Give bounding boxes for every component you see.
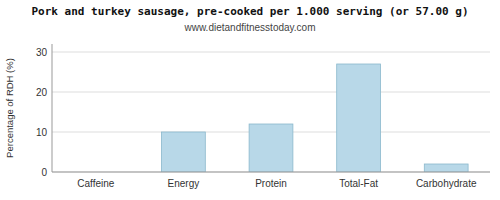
bar <box>337 64 381 172</box>
y-axis: 0 10 20 30 <box>36 47 490 178</box>
title: Pork and turkey sausage, pre-cooked per … <box>31 5 468 18</box>
x-tick-label: Total-Fat <box>339 178 378 189</box>
x-axis: Caffeine Energy Protein Total-Fat Carbohydra… <box>77 178 477 189</box>
bar <box>162 132 206 172</box>
bars <box>162 64 469 172</box>
subtitle: www.dietandfitnesstoday.com <box>184 22 316 33</box>
grid-line <box>52 92 490 93</box>
bar <box>249 124 293 172</box>
y-axis-label: Percentage of RDH (%) <box>4 58 15 158</box>
x-tick-label: Caffeine <box>77 178 115 189</box>
x-axis-line <box>52 172 490 173</box>
bar <box>424 164 468 172</box>
y-axis-line <box>52 44 53 172</box>
chart-svg: Pork and turkey sausage, pre-cooked per … <box>0 0 500 200</box>
chart-container: Pork and turkey sausage, pre-cooked per … <box>0 0 500 200</box>
x-tick-label: Energy <box>168 178 200 189</box>
y-tick-label: 30 <box>36 47 48 58</box>
grid-line <box>52 52 490 53</box>
x-tick-label: Protein <box>255 178 287 189</box>
grid-line <box>52 172 490 173</box>
y-tick-label: 0 <box>41 167 47 178</box>
y-tick-label: 10 <box>36 127 48 138</box>
x-tick-label: Carbohydrate <box>416 178 477 189</box>
y-tick-label: 20 <box>36 87 48 98</box>
